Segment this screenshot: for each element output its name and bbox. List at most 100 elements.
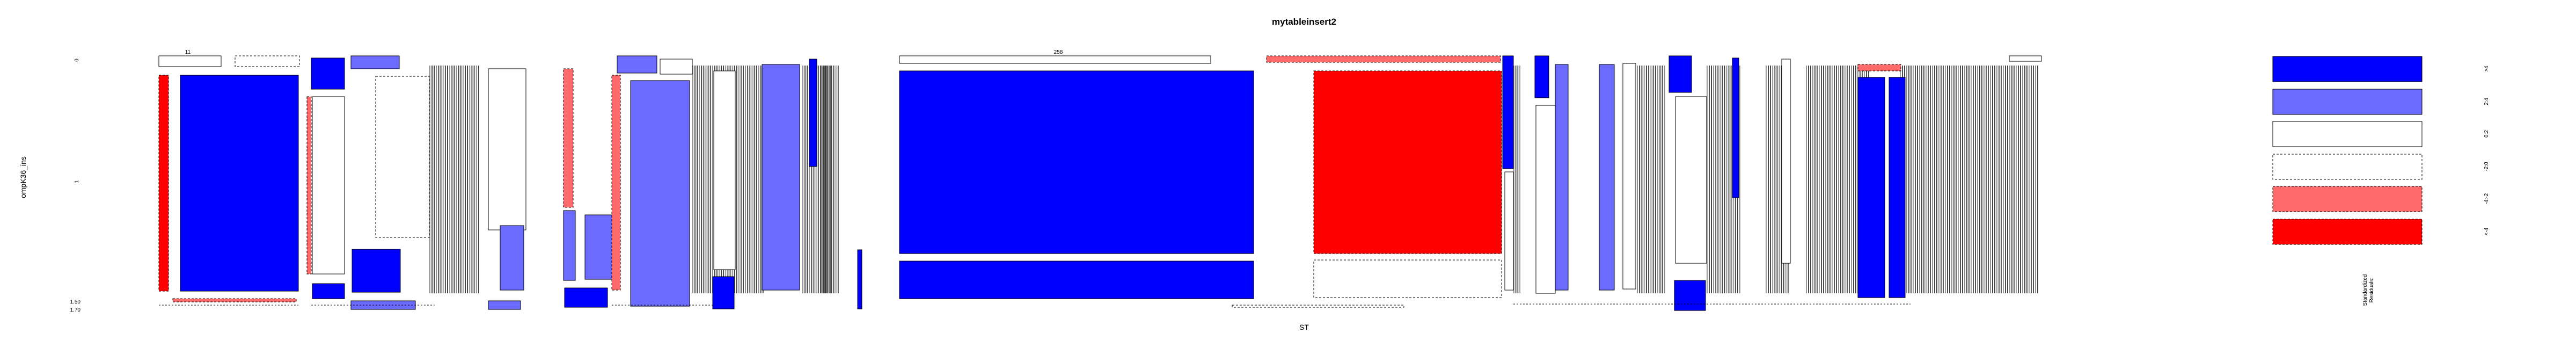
thin-column	[703, 66, 705, 293]
thin-column	[741, 66, 742, 293]
legend-label-neg4toneg2: -4:-2	[2484, 193, 2490, 204]
thin-column	[736, 66, 737, 293]
thin-column	[2037, 66, 2038, 293]
cell-f-red-thin	[611, 75, 621, 291]
cell-o-blue-thin	[1732, 57, 1739, 198]
thin-column	[1956, 66, 1957, 293]
thin-column	[1926, 66, 1927, 293]
thin-column	[1994, 66, 1995, 293]
thin-column	[1975, 66, 1976, 293]
thin-column	[1953, 66, 1955, 293]
chart-title: mytableinsert2	[1272, 17, 1336, 27]
thin-column	[1966, 66, 1967, 293]
cell-1-top-white	[158, 55, 222, 67]
legend-box-neg2to0	[2272, 154, 2423, 180]
legend-box-2to4	[2272, 89, 2423, 115]
cell-g-white-top	[660, 59, 693, 75]
thin-column	[747, 66, 749, 293]
thin-column	[701, 66, 702, 293]
cell-a-y150-blue	[312, 283, 345, 299]
thin-column	[709, 66, 711, 293]
thin-column	[471, 66, 473, 293]
legend-label-2to4: 2:4	[2484, 98, 2490, 105]
thin-column	[809, 66, 810, 293]
thin-column	[440, 66, 442, 293]
thin-column	[1973, 66, 1974, 293]
legend-label-lt-neg4: <-4	[2484, 227, 2490, 235]
thin-column	[1819, 66, 1820, 293]
thin-column	[1774, 66, 1776, 293]
cell-n-white	[1675, 96, 1707, 264]
thin-column	[1645, 66, 1647, 293]
thin-column	[1962, 66, 1963, 293]
cell-d-y1-white	[488, 68, 526, 230]
thin-column	[1984, 66, 1985, 293]
thin-column	[1739, 66, 1740, 293]
thin-column	[738, 66, 740, 293]
thin-column	[1845, 66, 1846, 293]
thin-column	[1724, 66, 1725, 293]
cell-d-y170-medium	[488, 300, 521, 310]
cell-red-y1-big	[1313, 70, 1502, 254]
thin-column	[1722, 66, 1723, 293]
thin-column	[756, 66, 757, 293]
thin-column	[1851, 66, 1852, 293]
legend-label-0to2: 0:2	[2484, 130, 2490, 138]
plot-area	[158, 55, 2042, 311]
cell-f-blue-top	[617, 55, 657, 74]
thin-column	[1968, 66, 1970, 293]
thin-column	[753, 66, 755, 293]
thin-column	[1977, 66, 1978, 293]
thin-column	[2003, 66, 2004, 293]
thin-column	[1842, 66, 1843, 293]
cell-b-y1-dashed	[375, 76, 430, 238]
y-axis-label: ompK36_ins	[19, 156, 27, 198]
thin-column	[1917, 66, 1918, 293]
thin-column	[815, 66, 817, 293]
thin-column	[699, 66, 700, 293]
cell-l-medium-2	[1599, 64, 1615, 291]
thin-column	[1827, 66, 1828, 293]
thin-column	[1812, 66, 1813, 293]
thin-column	[469, 66, 471, 293]
thin-column	[442, 66, 444, 293]
thin-column	[453, 66, 455, 293]
thin-column	[2016, 66, 2017, 293]
legend-title: StandardizedResiduals:	[2362, 275, 2375, 306]
cell-j-white	[1504, 171, 1514, 291]
thin-column	[1707, 66, 1708, 293]
cell-258-y150-blue	[899, 261, 1254, 299]
thin-column	[1730, 66, 1732, 293]
thin-column	[1908, 66, 1909, 293]
thin-column	[2007, 66, 2008, 293]
thin-column	[1659, 66, 1661, 293]
thin-column	[1825, 66, 1826, 293]
thin-column	[694, 66, 696, 293]
thin-column	[444, 66, 446, 293]
thin-column	[1836, 66, 1837, 293]
thin-column	[2009, 66, 2010, 293]
thin-column	[1637, 66, 1638, 293]
thin-column	[1949, 66, 1950, 293]
thin-column	[1768, 66, 1769, 293]
thin-column	[1988, 66, 1989, 293]
cell-258-y1-blue	[899, 70, 1254, 254]
x-level-label-11: 11	[185, 49, 191, 55]
hatched-block-0	[429, 66, 479, 293]
thin-column	[1855, 66, 1856, 293]
thin-column	[2018, 66, 2019, 293]
cell-j-blue-thin	[1502, 55, 1514, 169]
thin-column	[1655, 66, 1656, 293]
cell-f-medium-tall	[630, 80, 690, 307]
thin-column	[475, 66, 477, 293]
thin-column	[1806, 66, 1807, 293]
thin-column	[1657, 66, 1658, 293]
thin-column	[467, 66, 469, 293]
thin-column	[449, 66, 451, 293]
thin-column	[1834, 66, 1835, 293]
thin-column	[1919, 66, 1920, 293]
x-level-label-258: 258	[1054, 49, 1063, 55]
cell-q-blue-2	[1889, 77, 1906, 298]
cell-k-white	[1535, 105, 1556, 294]
thin-column	[1934, 66, 1935, 293]
